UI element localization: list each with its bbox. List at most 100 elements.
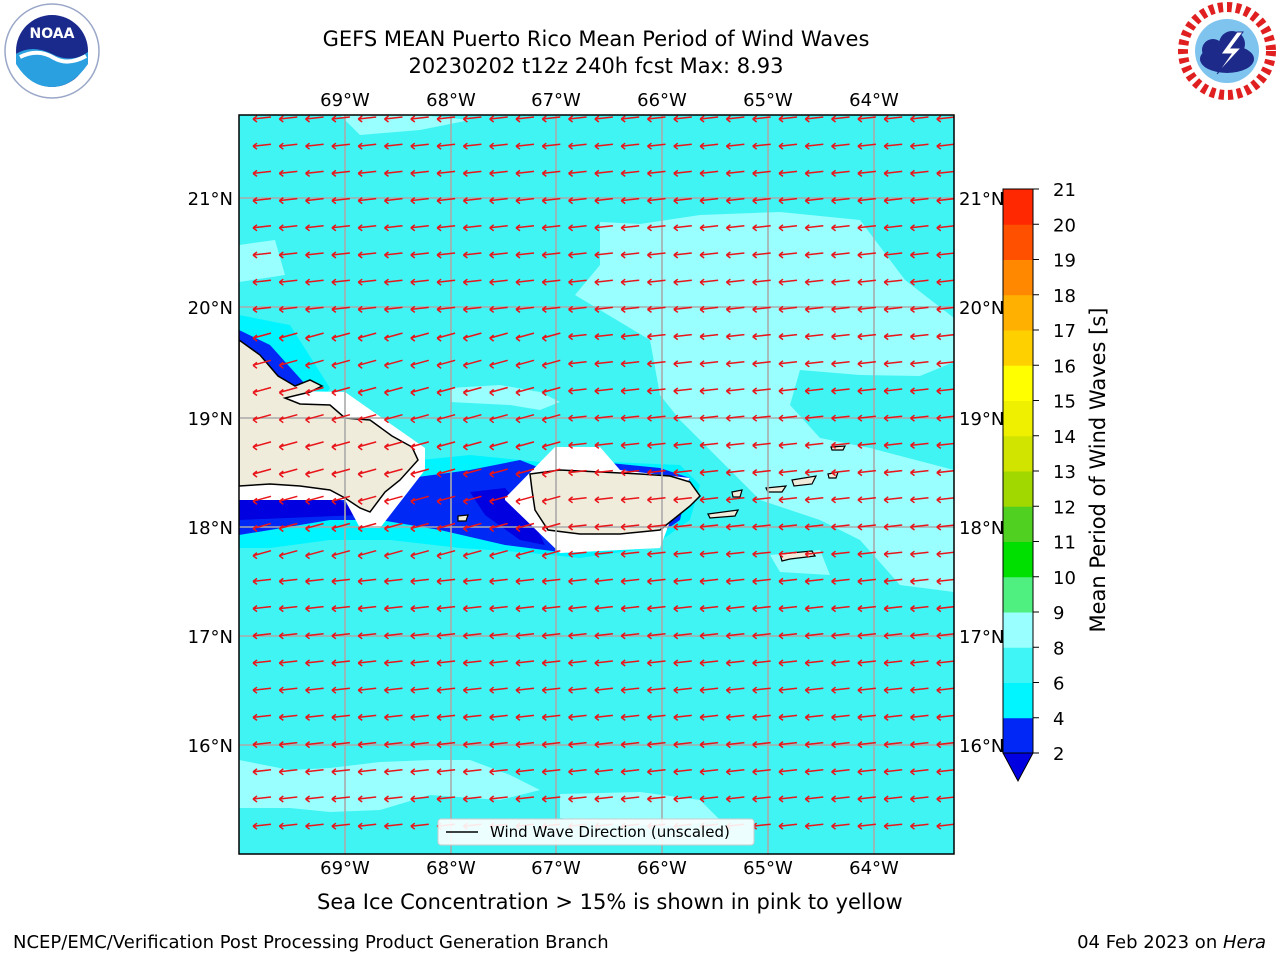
wave-direction-arrow xyxy=(462,713,482,721)
wave-direction-arrow xyxy=(541,577,561,585)
wave-direction-arrow xyxy=(725,441,745,449)
wave-direction-arrow xyxy=(462,468,482,478)
wave-direction-arrow xyxy=(673,197,692,205)
wave-direction-arrow xyxy=(252,359,272,369)
wave-direction-arrow xyxy=(910,251,929,259)
wave-direction-arrow xyxy=(910,169,929,177)
wave-direction-arrow xyxy=(252,278,272,286)
wave-direction-arrow xyxy=(357,359,377,369)
wave-direction-arrow xyxy=(804,333,824,341)
wave-direction-arrow xyxy=(699,387,719,395)
wave-direction-arrow xyxy=(883,632,903,640)
wave-direction-arrow xyxy=(673,278,692,286)
wave-direction-arrow xyxy=(752,333,771,341)
wave-direction-arrow xyxy=(252,686,272,694)
wave-direction-arrow xyxy=(568,550,587,558)
wave-direction-arrow xyxy=(278,577,298,585)
wave-direction-arrow xyxy=(331,441,351,451)
wave-direction-arrow xyxy=(278,386,298,397)
wave-direction-arrow xyxy=(778,605,798,613)
wave-direction-arrow xyxy=(436,441,456,451)
wave-direction-arrow xyxy=(620,251,640,259)
wave-direction-arrow xyxy=(857,169,876,177)
wave-direction-arrow xyxy=(568,251,587,259)
wave-direction-arrow xyxy=(936,659,954,667)
chart-subtitle: 20230202 t12z 240h fcst Max: 8.93 xyxy=(408,54,784,78)
wave-direction-arrow xyxy=(936,605,954,613)
wave-direction-arrow xyxy=(436,495,456,505)
wave-direction-arrow xyxy=(436,659,456,667)
wave-direction-arrow xyxy=(278,495,298,505)
lon-label-bottom: 64°W xyxy=(849,858,899,879)
wave-direction-arrow xyxy=(699,713,719,721)
wave-direction-arrow xyxy=(541,386,561,397)
colorbar-underflow xyxy=(1002,752,1034,783)
wave-direction-arrow xyxy=(673,496,692,504)
wave-direction-arrow xyxy=(278,115,298,123)
wave-direction-arrow xyxy=(331,197,350,205)
wave-direction-arrow xyxy=(541,686,561,694)
wave-direction-arrow xyxy=(357,224,377,232)
wave-direction-arrow xyxy=(541,768,561,776)
wave-direction-arrow xyxy=(489,549,508,560)
wave-direction-arrow xyxy=(594,768,613,776)
wave-direction-arrow xyxy=(384,549,403,560)
wave-direction-arrow xyxy=(568,605,587,613)
wave-direction-arrow xyxy=(252,441,272,451)
wave-direction-arrow xyxy=(278,305,298,313)
wave-direction-arrow xyxy=(541,169,561,177)
lon-label-top: 68°W xyxy=(426,90,476,111)
wave-direction-arrow xyxy=(883,713,903,721)
wave-direction-arrow xyxy=(936,713,954,721)
wave-direction-arrow xyxy=(831,605,850,613)
wave-direction-arrow xyxy=(883,795,903,803)
wave-direction-arrow xyxy=(883,414,903,422)
wave-direction-arrow xyxy=(436,741,456,749)
wave-direction-arrow xyxy=(778,686,798,694)
wave-direction-arrow xyxy=(357,522,377,533)
wave-direction-arrow xyxy=(252,197,272,205)
colorbar-tick-label: 10 xyxy=(1053,568,1076,589)
wave-direction-arrow xyxy=(489,305,508,313)
lon-label-bottom: 65°W xyxy=(743,858,793,879)
wave-direction-arrow xyxy=(305,713,324,721)
wave-direction-arrow xyxy=(594,142,613,150)
wave-direction-arrow xyxy=(804,550,824,558)
wave-direction-arrow xyxy=(278,169,298,177)
wave-direction-arrow xyxy=(568,142,587,150)
wave-direction-arrow xyxy=(357,142,377,150)
wave-direction-arrow xyxy=(331,768,350,776)
wave-direction-arrow xyxy=(673,224,692,232)
wave-direction-arrow xyxy=(673,142,692,150)
wave-direction-arrow xyxy=(647,577,666,585)
colorbar-cell xyxy=(1003,471,1033,507)
wave-direction-arrow xyxy=(331,522,351,533)
wave-direction-arrow xyxy=(568,387,587,395)
wave-direction-arrow xyxy=(541,224,561,232)
lat-label-left: 19°N xyxy=(188,409,233,430)
wave-direction-arrow xyxy=(305,305,324,313)
wave-direction-arrow xyxy=(857,795,876,803)
wave-direction-arrow xyxy=(936,142,954,150)
wave-direction-arrow xyxy=(699,441,719,449)
wave-direction-arrow xyxy=(857,577,876,585)
wave-direction-arrow xyxy=(752,142,771,150)
wave-direction-arrow xyxy=(883,659,903,667)
wave-direction-arrow xyxy=(331,413,351,424)
wave-direction-arrow xyxy=(910,115,929,123)
wave-direction-arrow xyxy=(725,605,745,613)
colorbar-cell xyxy=(1003,330,1033,366)
wave-direction-arrow xyxy=(778,659,798,667)
wave-direction-arrow xyxy=(384,359,403,369)
wave-direction-arrow xyxy=(673,360,692,368)
wave-direction-arrow xyxy=(647,387,666,395)
wave-direction-arrow xyxy=(910,659,929,667)
wave-direction-arrow xyxy=(568,577,587,585)
wave-direction-arrow xyxy=(515,305,535,313)
wave-direction-arrow xyxy=(278,332,298,342)
wave-direction-arrow xyxy=(515,795,535,803)
wave-direction-arrow xyxy=(620,360,640,368)
wave-direction-arrow xyxy=(594,469,613,477)
wave-direction-arrow xyxy=(462,768,482,776)
wave-direction-arrow xyxy=(673,686,692,694)
